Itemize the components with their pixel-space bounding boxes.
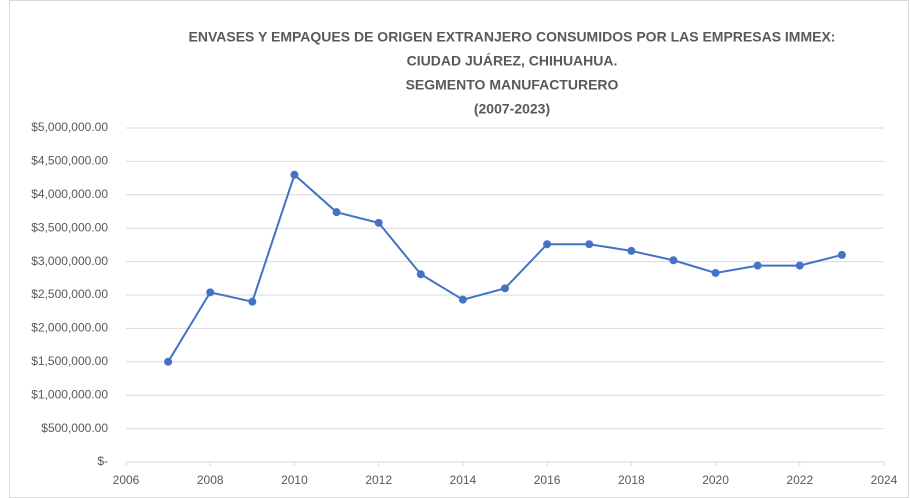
chart-title: (2007-2023) bbox=[474, 101, 550, 117]
data-point bbox=[416, 270, 425, 279]
y-tick-label: $500,000.00 bbox=[41, 421, 108, 435]
data-point bbox=[374, 218, 383, 227]
x-tick-label: 2020 bbox=[702, 473, 729, 487]
x-tick-label: 2016 bbox=[534, 473, 561, 487]
data-point bbox=[543, 240, 552, 249]
x-tick-label: 2018 bbox=[618, 473, 645, 487]
data-point bbox=[458, 295, 467, 304]
x-tick-label: 2024 bbox=[871, 473, 898, 487]
y-tick-label: $4,500,000.00 bbox=[31, 154, 108, 168]
x-tick-label: 2010 bbox=[281, 473, 308, 487]
x-tick-label: 2008 bbox=[197, 473, 224, 487]
data-point bbox=[248, 297, 257, 306]
data-point bbox=[795, 261, 804, 270]
data-point bbox=[332, 208, 341, 217]
data-point bbox=[711, 268, 720, 277]
data-point bbox=[837, 250, 846, 259]
y-tick-label: $1,500,000.00 bbox=[31, 354, 108, 368]
data-point bbox=[627, 246, 636, 255]
data-point bbox=[669, 256, 678, 265]
y-tick-label: $2,000,000.00 bbox=[31, 321, 108, 335]
chart-border bbox=[9, 0, 909, 498]
data-point bbox=[164, 357, 173, 366]
y-tick-label: $3,500,000.00 bbox=[31, 220, 108, 234]
chart-title: ENVASES Y EMPAQUES DE ORIGEN EXTRANJERO … bbox=[189, 29, 836, 45]
chart-title: SEGMENTO MANUFACTURERO bbox=[406, 77, 619, 93]
x-tick-label: 2006 bbox=[113, 473, 140, 487]
y-tick-label: $1,000,000.00 bbox=[31, 387, 108, 401]
y-tick-label: $2,500,000.00 bbox=[31, 287, 108, 301]
x-tick-label: 2014 bbox=[450, 473, 477, 487]
y-tick-label: $4,000,000.00 bbox=[31, 187, 108, 201]
chart-title: CIUDAD JUÁREZ, CHIHUAHUA. bbox=[407, 53, 618, 69]
y-tick-label: $- bbox=[97, 454, 108, 468]
y-tick-label: $5,000,000.00 bbox=[31, 120, 108, 134]
x-tick-label: 2012 bbox=[365, 473, 392, 487]
x-tick-label: 2022 bbox=[786, 473, 813, 487]
data-point bbox=[206, 288, 215, 297]
data-point bbox=[585, 240, 594, 249]
data-point bbox=[753, 261, 762, 270]
data-point bbox=[290, 170, 299, 179]
y-tick-label: $3,000,000.00 bbox=[31, 254, 108, 268]
data-point bbox=[501, 284, 509, 293]
